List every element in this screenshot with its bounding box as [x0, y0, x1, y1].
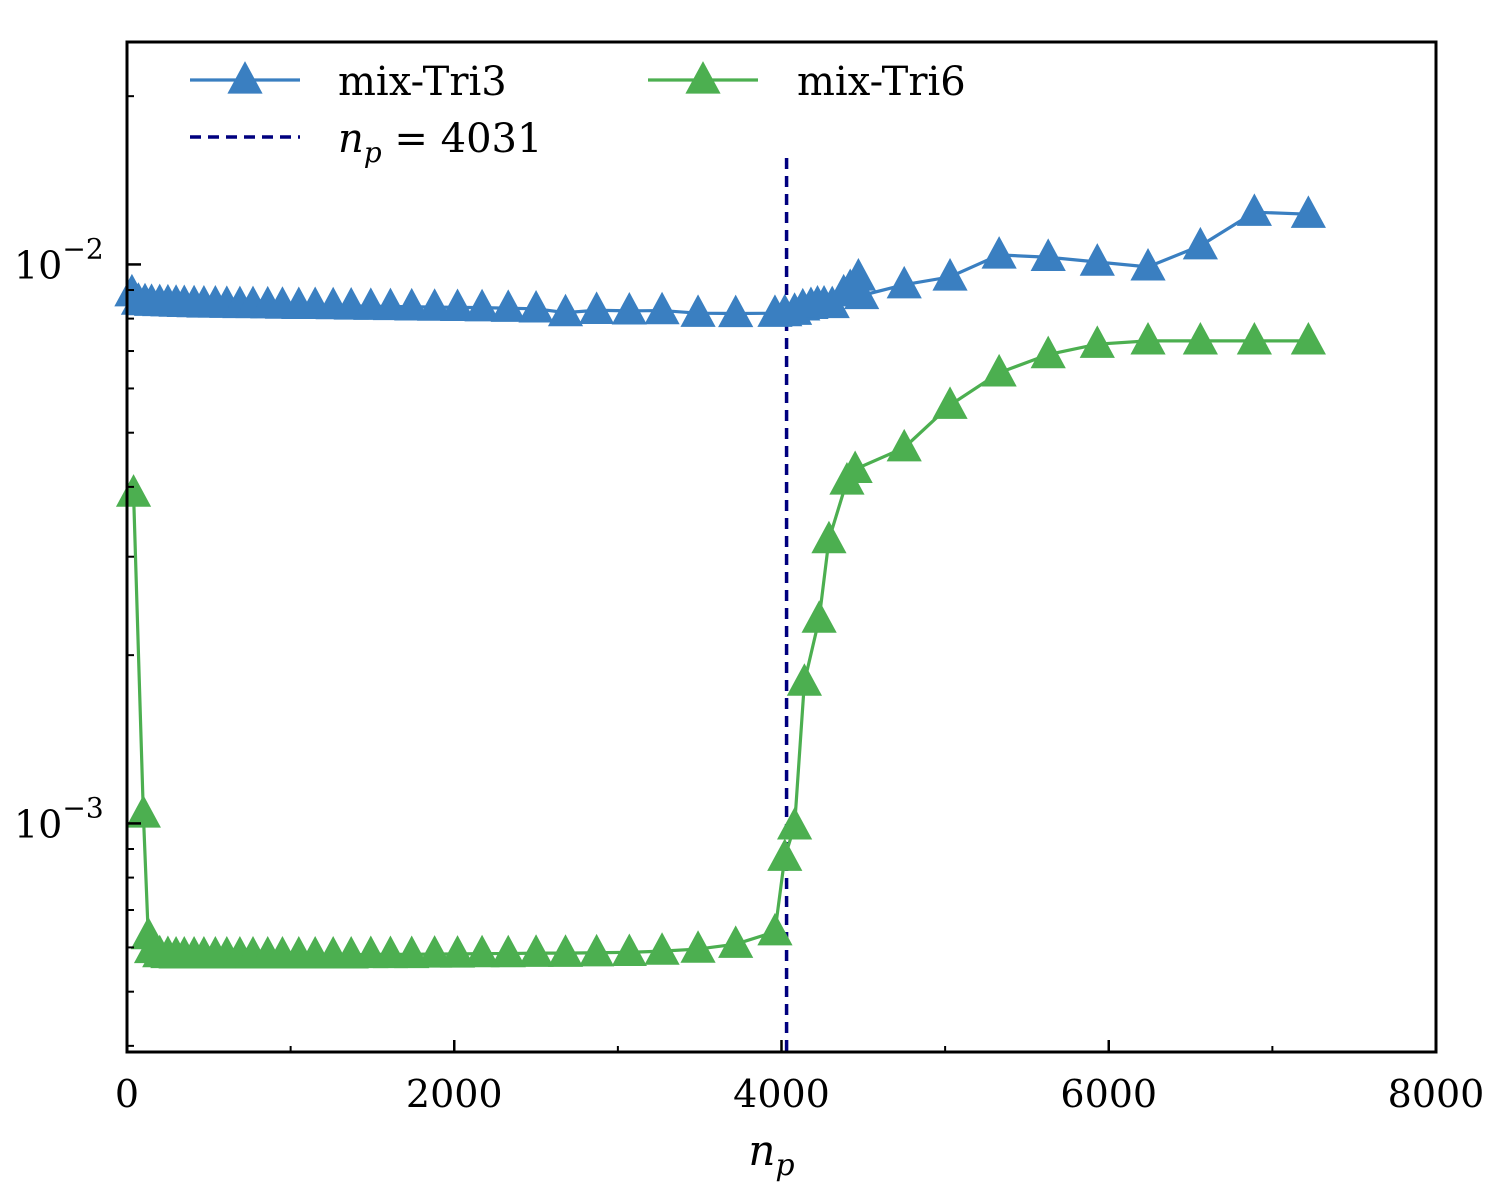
- data-point-marker: [1236, 193, 1272, 226]
- data-point-marker: [464, 934, 500, 968]
- legend-label: np = 4031: [338, 116, 542, 169]
- data-point-marker: [417, 288, 453, 321]
- series-mix-Tri6: [115, 321, 1326, 969]
- legend-marker: [227, 61, 263, 94]
- data-point-marker: [394, 287, 430, 321]
- data-point-marker: [1030, 335, 1066, 369]
- data-point-marker: [680, 930, 716, 963]
- data-point-marker: [1130, 248, 1166, 281]
- data-point-marker: [579, 291, 615, 324]
- data-point-marker: [125, 795, 161, 828]
- x-tick-label: 0: [115, 1072, 139, 1116]
- data-point-marker: [1030, 238, 1066, 271]
- data-point-marker: [644, 932, 680, 965]
- data-point-marker: [718, 294, 754, 328]
- data-point-marker: [680, 294, 716, 327]
- legend-item-mix-Tri6: mix-Tri6: [648, 59, 966, 105]
- data-point-marker: [718, 925, 754, 958]
- data-point-marker: [786, 663, 823, 696]
- data-point-marker: [547, 934, 584, 967]
- x-tick-label: 2000: [406, 1072, 503, 1116]
- data-point-marker: [1079, 243, 1115, 276]
- x-tick-label: 8000: [1388, 1072, 1485, 1116]
- x-tick-label: 6000: [1060, 1072, 1157, 1116]
- data-point-marker: [981, 236, 1017, 269]
- data-point-marker: [844, 276, 880, 310]
- data-point-marker: [932, 258, 968, 291]
- data-point-marker: [115, 474, 152, 507]
- data-point-marker: [439, 935, 476, 968]
- legend: mix-Tri3 mix-Tri6 np = 4031: [190, 59, 966, 169]
- data-point-marker: [837, 450, 873, 484]
- data-point-marker: [886, 265, 922, 299]
- data-point-marker: [611, 933, 647, 967]
- data-point-marker: [776, 807, 813, 840]
- series-mix-Tri3: [114, 193, 1326, 328]
- data-point-marker: [886, 428, 922, 462]
- data-point-marker: [1290, 195, 1326, 228]
- data-point-marker: [1236, 321, 1272, 355]
- x-axis-label: np: [748, 1126, 794, 1183]
- legend-label: mix-Tri3: [338, 59, 507, 105]
- data-point-marker: [644, 291, 680, 325]
- data-point-marker: [394, 935, 430, 969]
- axis-labels: np: [748, 1126, 794, 1183]
- data-point-marker: [840, 258, 877, 291]
- data-point-marker: [1290, 321, 1326, 355]
- series-line: [131, 339, 1309, 957]
- legend-marker: [685, 61, 721, 94]
- data-point-marker: [757, 912, 793, 946]
- data-point-marker: [417, 935, 453, 968]
- data-point-marker: [490, 289, 526, 322]
- data-point-marker: [981, 353, 1017, 387]
- data-point-marker: [1182, 226, 1218, 260]
- data-point-marker: [801, 600, 837, 633]
- data-point-marker: [439, 288, 476, 322]
- data-point-marker: [518, 289, 554, 323]
- y-tick-label: 10−3: [14, 791, 104, 846]
- data-point-marker: [611, 291, 647, 325]
- series-layer: [114, 193, 1326, 969]
- axes-frame: [125, 40, 1438, 1054]
- data-point-marker: [1130, 321, 1166, 355]
- data-point-marker: [767, 838, 803, 871]
- data-point-marker: [518, 934, 554, 967]
- data-point-marker: [1182, 321, 1218, 355]
- data-point-marker: [932, 386, 968, 419]
- data-point-marker: [490, 934, 526, 968]
- data-point-marker: [811, 520, 847, 554]
- legend-item-mix-Tri3: mix-Tri3: [190, 59, 507, 105]
- legend-label: mix-Tri6: [797, 59, 966, 105]
- series-line: [130, 210, 1309, 316]
- data-point-marker: [464, 288, 500, 322]
- data-point-marker: [547, 293, 584, 327]
- data-point-marker: [579, 933, 615, 967]
- plot-frame: [125, 40, 1438, 1054]
- data-point-marker: [1079, 325, 1115, 358]
- y-tick-label: 10−2: [14, 232, 104, 287]
- x-tick-label: 4000: [733, 1072, 830, 1116]
- legend-item-reference-line: np = 4031: [190, 116, 542, 169]
